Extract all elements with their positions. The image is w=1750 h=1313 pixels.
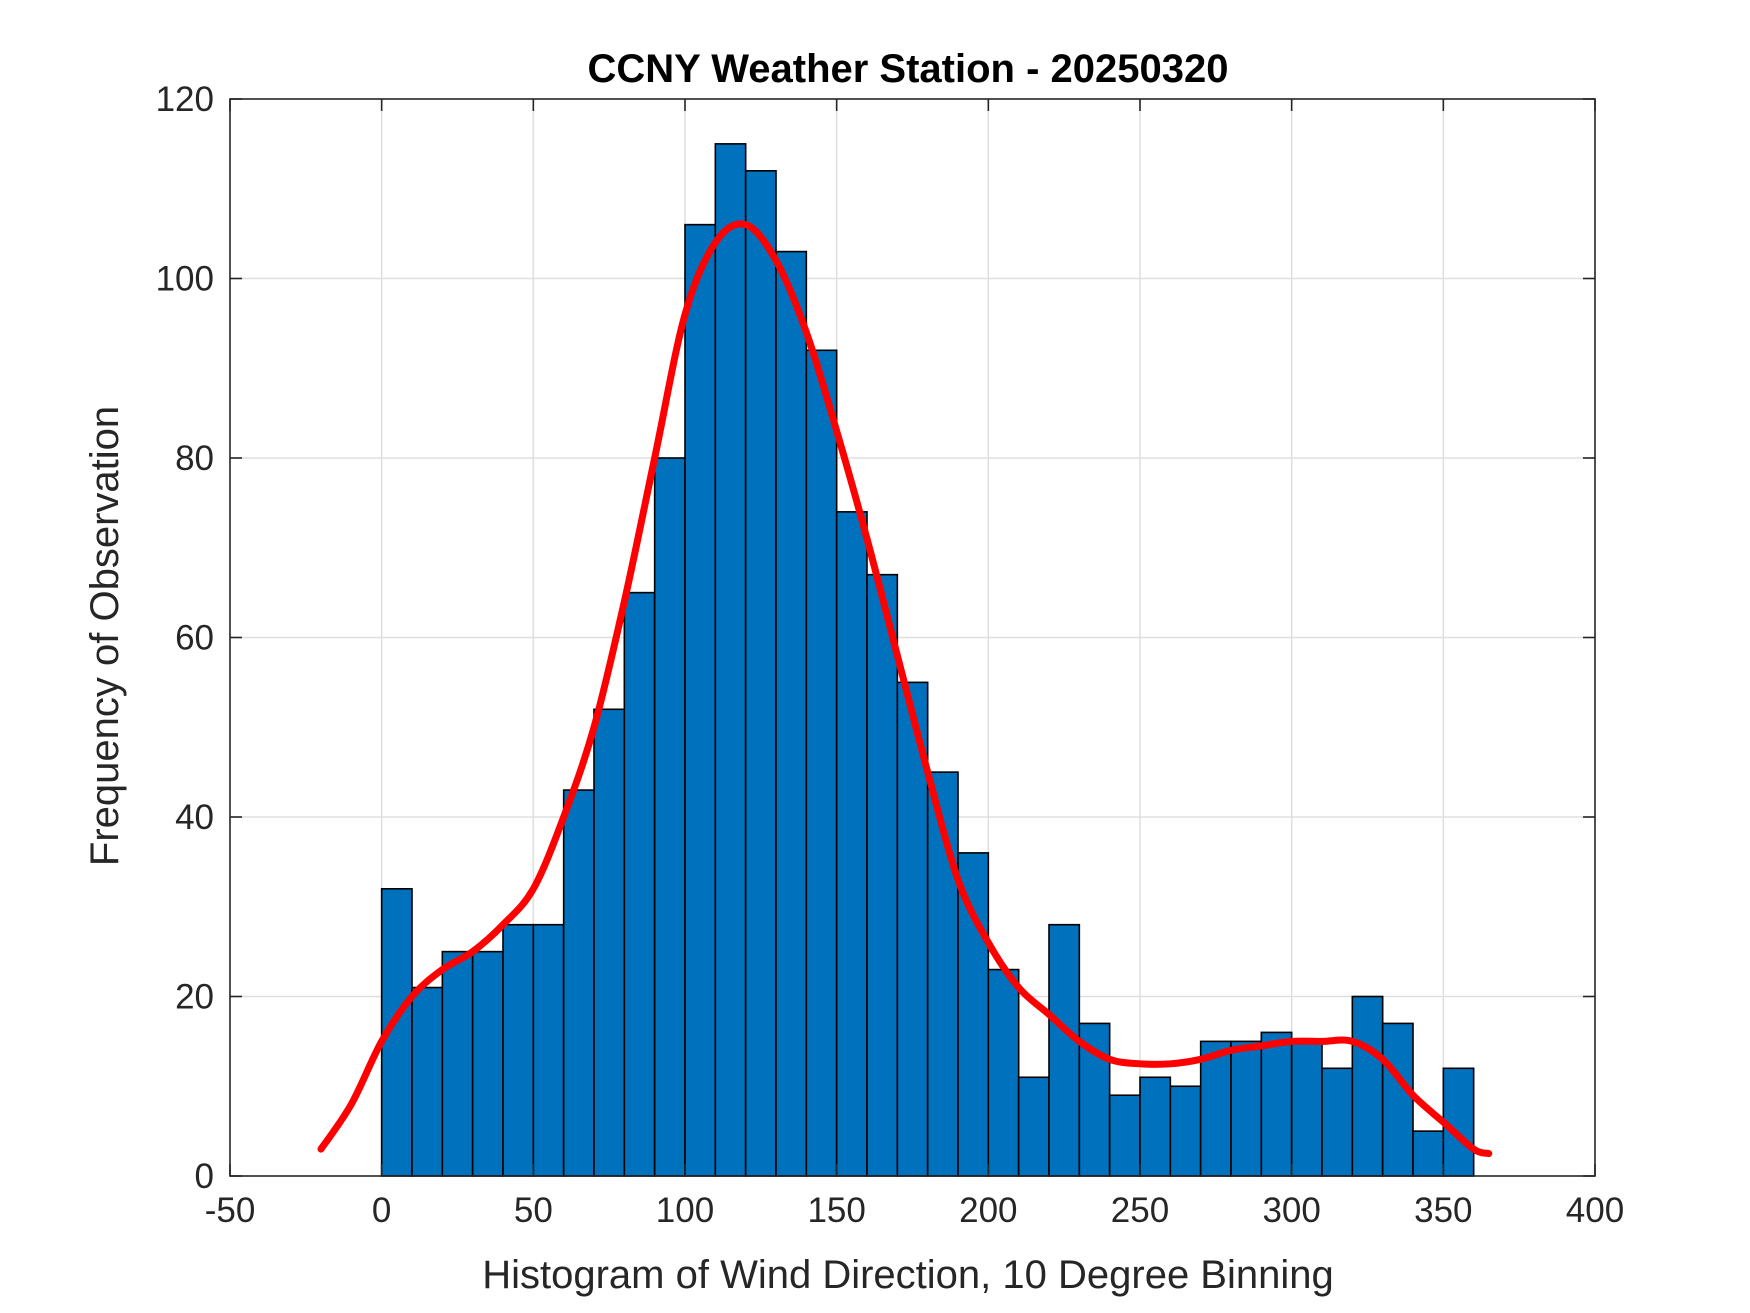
histogram-bar: [1169, 1085, 1202, 1177]
fit-curve-layer: [317, 220, 1493, 1158]
histogram-bar: [1321, 1067, 1354, 1177]
x-tick-label: 0: [372, 1191, 391, 1230]
x-tick-label: 50: [514, 1191, 553, 1230]
x-tick-label: 200: [959, 1191, 1017, 1230]
x-axis-label: Histogram of Wind Direction, 10 Degree B…: [482, 1253, 1334, 1297]
histogram-bar: [987, 968, 1020, 1177]
y-tick-label: 20: [175, 978, 214, 1017]
histogram-bar: [1230, 1040, 1263, 1177]
x-tick-label: -50: [205, 1191, 256, 1230]
y-tick-label: 120: [156, 80, 214, 119]
x-axis-ticks: -50 0 50 100 150 200 250 300 350 400: [205, 99, 1624, 1230]
histogram-bar: [957, 852, 990, 1177]
histogram-bar: [1260, 1031, 1293, 1177]
histogram-bar: [835, 511, 868, 1177]
fit-curve: [317, 220, 1493, 1158]
histogram-bar: [471, 950, 504, 1177]
histogram-bars: [380, 143, 1475, 1177]
y-axis-ticks: 0 20 40 60 80 100 120: [156, 80, 1595, 1196]
y-tick-label: 100: [156, 260, 214, 299]
histogram-bar: [623, 591, 656, 1177]
histogram-bar: [562, 789, 595, 1177]
histogram-bar: [593, 708, 626, 1177]
histogram-bar: [1017, 1076, 1050, 1177]
histogram-bar: [1290, 1040, 1323, 1177]
histogram-bar: [653, 457, 686, 1177]
histogram-bar: [441, 950, 474, 1177]
x-tick-label: 100: [656, 1191, 714, 1230]
histogram-bar: [714, 143, 747, 1177]
chart-title: CCNY Weather Station - 20250320: [588, 47, 1229, 91]
x-tick-label: 250: [1111, 1191, 1169, 1230]
y-tick-label: 60: [175, 619, 214, 658]
histogram-bar: [866, 573, 899, 1177]
histogram-bar: [502, 923, 535, 1177]
histogram-bar: [1351, 995, 1384, 1177]
histogram-bar: [1108, 1094, 1141, 1177]
x-tick-label: 150: [807, 1191, 865, 1230]
histogram-bar: [775, 250, 808, 1177]
histogram-bar: [1412, 1130, 1445, 1177]
histogram-bar: [1139, 1076, 1172, 1177]
x-tick-label: 400: [1566, 1191, 1624, 1230]
histogram-bar: [684, 223, 717, 1177]
histogram-bar: [1381, 1022, 1414, 1177]
histogram-bar: [805, 349, 838, 1177]
y-axis-label: Frequency of Observation: [83, 406, 127, 866]
y-tick-label: 40: [175, 798, 214, 837]
y-tick-label: 0: [195, 1157, 214, 1196]
histogram-bar: [744, 170, 777, 1177]
x-tick-label: 350: [1414, 1191, 1472, 1230]
y-tick-label: 80: [175, 439, 214, 478]
histogram-bar: [532, 923, 565, 1177]
histogram-bar: [1199, 1040, 1232, 1177]
x-tick-label: 300: [1262, 1191, 1320, 1230]
histogram-bar: [411, 986, 444, 1177]
histogram-bar: [1048, 923, 1081, 1177]
